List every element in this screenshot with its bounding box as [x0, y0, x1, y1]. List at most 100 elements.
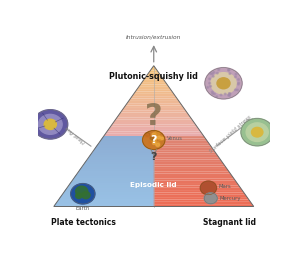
Polygon shape [154, 143, 210, 146]
Polygon shape [154, 169, 229, 171]
Polygon shape [154, 178, 236, 181]
Polygon shape [154, 185, 240, 188]
Circle shape [161, 137, 164, 140]
Polygon shape [154, 136, 206, 138]
Circle shape [152, 138, 154, 139]
Circle shape [44, 119, 56, 130]
Polygon shape [142, 80, 165, 82]
Polygon shape [154, 162, 224, 164]
Polygon shape [59, 197, 154, 199]
Polygon shape [85, 160, 154, 162]
Circle shape [150, 137, 154, 140]
Polygon shape [154, 155, 219, 157]
Circle shape [235, 89, 236, 91]
Circle shape [155, 131, 160, 135]
Circle shape [209, 82, 211, 84]
Polygon shape [120, 110, 187, 113]
Circle shape [38, 114, 62, 134]
Polygon shape [107, 129, 200, 131]
Polygon shape [154, 197, 249, 199]
Polygon shape [154, 160, 222, 162]
Circle shape [151, 138, 156, 142]
Polygon shape [125, 103, 182, 106]
Polygon shape [154, 141, 209, 143]
Polygon shape [154, 204, 254, 207]
Polygon shape [69, 183, 154, 185]
Polygon shape [130, 96, 177, 99]
Circle shape [237, 89, 239, 91]
Polygon shape [132, 94, 176, 96]
Circle shape [228, 69, 230, 71]
Polygon shape [80, 167, 154, 169]
Circle shape [228, 93, 230, 94]
Polygon shape [65, 188, 154, 190]
Polygon shape [154, 193, 245, 195]
Circle shape [220, 94, 222, 96]
Polygon shape [64, 190, 154, 193]
Polygon shape [56, 202, 154, 204]
Polygon shape [92, 150, 154, 152]
Polygon shape [82, 164, 154, 167]
Circle shape [228, 94, 230, 96]
Circle shape [251, 128, 263, 137]
Polygon shape [135, 89, 172, 91]
Text: Venus: Venus [167, 136, 183, 140]
Polygon shape [154, 195, 247, 197]
Circle shape [204, 193, 217, 204]
Polygon shape [75, 174, 154, 176]
Text: Episodic lid: Episodic lid [130, 182, 177, 188]
Polygon shape [154, 190, 244, 193]
Polygon shape [154, 146, 212, 148]
Polygon shape [116, 117, 192, 120]
Circle shape [71, 184, 95, 204]
Circle shape [151, 138, 155, 142]
Circle shape [212, 93, 214, 94]
Polygon shape [147, 73, 160, 75]
Circle shape [246, 123, 268, 141]
Circle shape [155, 142, 160, 146]
Polygon shape [119, 113, 189, 115]
Circle shape [212, 75, 214, 77]
Polygon shape [149, 70, 159, 73]
Polygon shape [100, 138, 154, 141]
Text: Mars: Mars [218, 184, 231, 189]
Polygon shape [84, 162, 154, 164]
Polygon shape [154, 150, 215, 152]
Text: Heat flux: Heat flux [65, 124, 87, 144]
Polygon shape [67, 185, 154, 188]
Polygon shape [154, 199, 250, 202]
Polygon shape [144, 77, 164, 80]
Circle shape [157, 136, 160, 139]
Circle shape [209, 78, 211, 80]
Circle shape [153, 137, 156, 140]
Polygon shape [90, 152, 154, 155]
Text: Mercury: Mercury [219, 196, 241, 201]
Polygon shape [72, 178, 154, 181]
Polygon shape [87, 157, 154, 160]
Circle shape [76, 193, 82, 198]
Polygon shape [154, 183, 239, 185]
Polygon shape [154, 181, 237, 183]
Polygon shape [114, 120, 194, 122]
Polygon shape [154, 138, 207, 141]
Circle shape [210, 86, 212, 87]
Circle shape [235, 76, 236, 78]
Polygon shape [97, 143, 154, 146]
Polygon shape [74, 176, 154, 178]
Circle shape [152, 138, 156, 141]
Polygon shape [154, 164, 225, 167]
Circle shape [149, 141, 152, 143]
Circle shape [76, 186, 88, 196]
Polygon shape [57, 199, 154, 202]
Polygon shape [112, 122, 195, 124]
Polygon shape [89, 155, 154, 157]
Circle shape [212, 91, 213, 93]
Polygon shape [139, 85, 169, 87]
Circle shape [237, 84, 239, 85]
Polygon shape [60, 195, 154, 197]
Polygon shape [77, 171, 154, 174]
Circle shape [216, 96, 218, 97]
Polygon shape [79, 169, 154, 171]
Circle shape [213, 71, 215, 73]
Polygon shape [95, 146, 154, 148]
